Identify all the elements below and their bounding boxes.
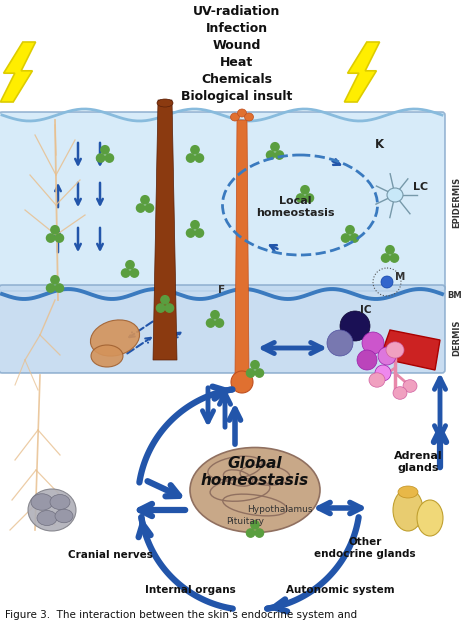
Ellipse shape (50, 494, 70, 509)
Circle shape (101, 146, 109, 154)
Circle shape (207, 319, 215, 328)
Ellipse shape (55, 509, 73, 522)
Circle shape (375, 365, 391, 381)
Ellipse shape (369, 372, 385, 388)
Text: K: K (375, 138, 384, 151)
Ellipse shape (231, 371, 253, 393)
Text: Pituitary: Pituitary (226, 518, 264, 526)
Circle shape (341, 234, 350, 242)
Ellipse shape (393, 489, 423, 531)
Text: M: M (395, 272, 405, 282)
Ellipse shape (387, 188, 403, 202)
Circle shape (121, 269, 130, 278)
Circle shape (141, 196, 149, 204)
Circle shape (191, 146, 199, 154)
Text: Internal organs: Internal organs (145, 585, 236, 595)
Text: Adrenal
glands: Adrenal glands (394, 451, 442, 472)
Circle shape (51, 226, 59, 234)
FancyBboxPatch shape (0, 285, 445, 373)
Circle shape (51, 276, 59, 284)
Circle shape (271, 142, 279, 151)
Polygon shape (345, 42, 380, 102)
Circle shape (195, 154, 203, 162)
Circle shape (105, 154, 114, 162)
Polygon shape (380, 330, 440, 370)
Circle shape (381, 276, 393, 288)
Circle shape (255, 529, 264, 538)
Circle shape (96, 154, 105, 162)
Circle shape (161, 296, 169, 304)
Ellipse shape (386, 342, 404, 358)
Circle shape (275, 151, 283, 159)
Circle shape (211, 311, 219, 319)
Text: LC: LC (413, 182, 428, 192)
Circle shape (145, 204, 154, 212)
Text: EPIDERMIS: EPIDERMIS (453, 177, 462, 228)
Text: Figure 3.  The interaction between the skin’s endocrine system and: Figure 3. The interaction between the sk… (5, 610, 357, 620)
Ellipse shape (157, 99, 173, 107)
Circle shape (382, 254, 390, 262)
Text: BM: BM (447, 291, 462, 301)
Circle shape (186, 229, 195, 238)
Text: Local
homeostasis: Local homeostasis (256, 196, 334, 218)
Circle shape (350, 234, 358, 242)
Ellipse shape (31, 494, 53, 510)
Circle shape (55, 234, 64, 242)
Polygon shape (153, 100, 177, 360)
Circle shape (251, 361, 259, 369)
Ellipse shape (190, 448, 320, 532)
Circle shape (215, 319, 224, 328)
Circle shape (340, 311, 370, 341)
Ellipse shape (91, 320, 139, 356)
Circle shape (305, 194, 314, 202)
Circle shape (357, 350, 377, 370)
Circle shape (130, 269, 138, 278)
Circle shape (390, 254, 399, 262)
Circle shape (362, 332, 384, 354)
Ellipse shape (393, 387, 407, 399)
Circle shape (378, 347, 396, 365)
Circle shape (327, 330, 353, 356)
Ellipse shape (230, 113, 239, 121)
Text: Hypothalamus: Hypothalamus (247, 506, 313, 514)
Circle shape (191, 221, 199, 229)
Ellipse shape (403, 380, 417, 392)
FancyBboxPatch shape (0, 112, 445, 291)
Circle shape (195, 229, 203, 238)
Circle shape (346, 226, 354, 234)
Circle shape (165, 304, 173, 312)
Circle shape (255, 369, 264, 378)
Circle shape (386, 246, 394, 254)
Text: F: F (218, 285, 225, 295)
Circle shape (246, 529, 255, 538)
Ellipse shape (28, 489, 76, 531)
Text: Autonomic system: Autonomic system (286, 585, 394, 595)
Ellipse shape (237, 109, 246, 117)
Ellipse shape (37, 511, 57, 526)
Ellipse shape (245, 113, 254, 121)
Circle shape (251, 521, 259, 529)
Text: Global
homeostasis: Global homeostasis (201, 456, 309, 488)
Text: UV-radiation
Infection
Wound
Heat
Chemicals
Biological insult: UV-radiation Infection Wound Heat Chemic… (182, 5, 292, 103)
Polygon shape (0, 42, 36, 102)
Circle shape (46, 284, 55, 292)
Ellipse shape (417, 500, 443, 536)
Circle shape (266, 151, 275, 159)
Text: Cranial nerves: Cranial nerves (68, 550, 153, 560)
Ellipse shape (91, 345, 123, 367)
Circle shape (126, 261, 134, 269)
Circle shape (301, 186, 309, 194)
Ellipse shape (398, 486, 418, 498)
Text: DERMIS: DERMIS (453, 320, 462, 356)
Circle shape (296, 194, 305, 202)
Circle shape (186, 154, 195, 162)
Circle shape (246, 369, 255, 378)
Circle shape (55, 284, 64, 292)
Polygon shape (235, 120, 249, 375)
Circle shape (137, 204, 145, 212)
Text: IC: IC (360, 305, 372, 315)
Circle shape (156, 304, 165, 312)
Text: Other
endocrine glands: Other endocrine glands (314, 538, 416, 559)
Circle shape (46, 234, 55, 242)
